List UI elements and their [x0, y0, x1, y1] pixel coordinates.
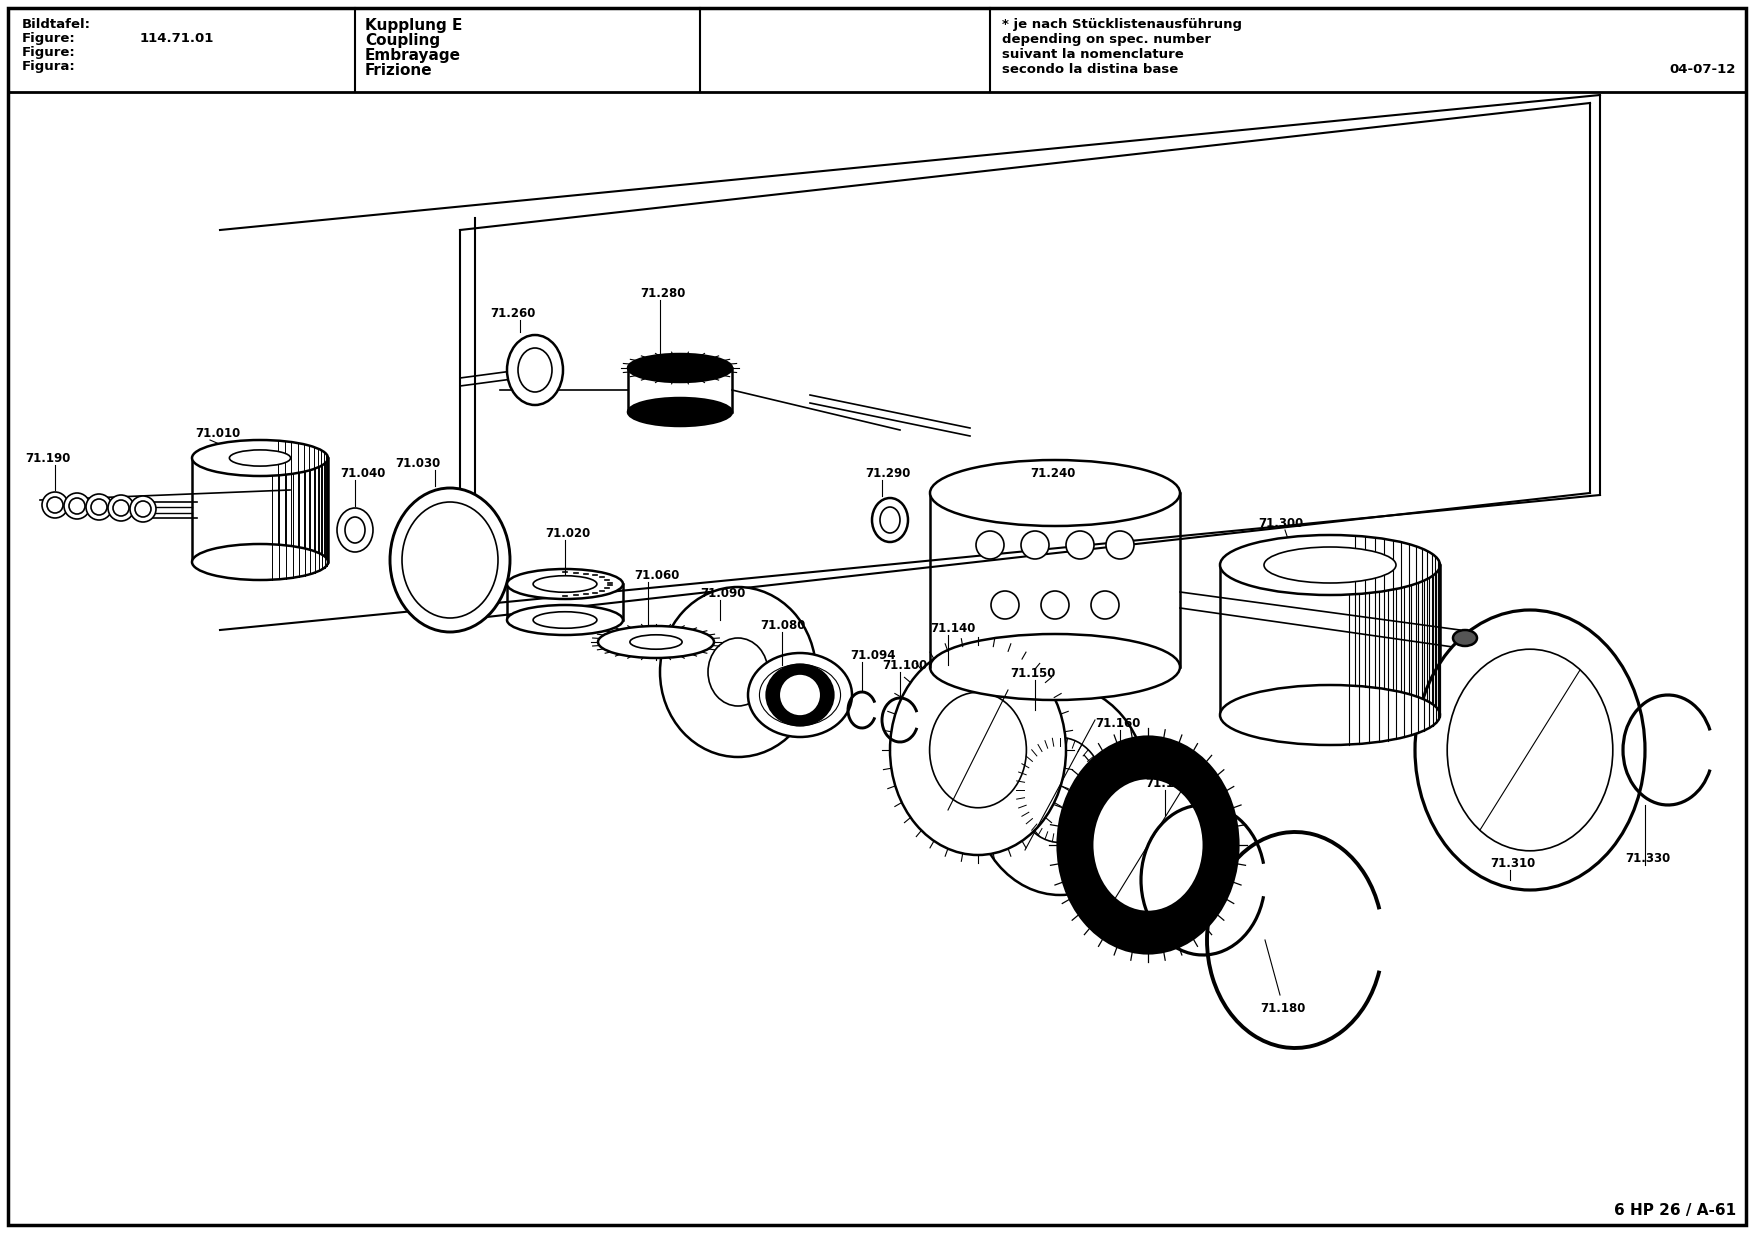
Ellipse shape	[109, 495, 133, 521]
Ellipse shape	[507, 605, 623, 635]
Ellipse shape	[630, 635, 682, 650]
Ellipse shape	[889, 645, 1066, 856]
Ellipse shape	[337, 508, 374, 552]
Ellipse shape	[507, 335, 563, 405]
Text: 71.100: 71.100	[882, 658, 928, 672]
Ellipse shape	[779, 675, 821, 715]
Text: Frizione: Frizione	[365, 63, 433, 78]
Ellipse shape	[881, 507, 900, 533]
Text: 71.260: 71.260	[489, 308, 535, 320]
Ellipse shape	[972, 684, 1149, 895]
Ellipse shape	[112, 500, 130, 516]
Text: 71.080: 71.080	[759, 619, 805, 632]
Ellipse shape	[191, 440, 328, 476]
Circle shape	[1066, 531, 1094, 559]
Circle shape	[1042, 591, 1068, 619]
Text: secondo la distina base: secondo la distina base	[1002, 63, 1179, 76]
Ellipse shape	[130, 496, 156, 522]
Ellipse shape	[389, 489, 510, 632]
Ellipse shape	[517, 348, 553, 392]
Text: suivant la nomenclature: suivant la nomenclature	[1002, 48, 1184, 61]
Ellipse shape	[766, 665, 833, 725]
Ellipse shape	[709, 639, 768, 706]
Text: Figura:: Figura:	[23, 60, 75, 73]
Text: Kupplung E: Kupplung E	[365, 19, 463, 33]
Ellipse shape	[660, 587, 816, 756]
Text: 71.020: 71.020	[545, 527, 591, 539]
Ellipse shape	[91, 498, 107, 515]
Ellipse shape	[930, 460, 1180, 526]
Ellipse shape	[63, 494, 89, 520]
Text: 71.310: 71.310	[1489, 857, 1535, 870]
Text: 71.240: 71.240	[1030, 467, 1075, 480]
Ellipse shape	[230, 450, 291, 466]
Text: Bildtafel:: Bildtafel:	[23, 19, 91, 31]
Ellipse shape	[402, 502, 498, 618]
Circle shape	[975, 531, 1003, 559]
Circle shape	[991, 591, 1019, 619]
Ellipse shape	[135, 501, 151, 517]
Text: 71.010: 71.010	[195, 427, 240, 440]
Circle shape	[1021, 531, 1049, 559]
Text: Figure:: Figure:	[23, 46, 75, 60]
Text: Coupling: Coupling	[365, 33, 440, 48]
Text: 04-07-12: 04-07-12	[1670, 63, 1736, 76]
Ellipse shape	[930, 692, 1026, 807]
Ellipse shape	[1016, 738, 1103, 842]
Ellipse shape	[533, 611, 596, 629]
Text: 71.140: 71.140	[930, 622, 975, 635]
Circle shape	[1091, 591, 1119, 619]
Text: 71.180: 71.180	[1259, 1002, 1305, 1016]
Ellipse shape	[872, 498, 909, 542]
Ellipse shape	[1221, 534, 1440, 595]
Ellipse shape	[1058, 737, 1238, 954]
Ellipse shape	[1447, 650, 1612, 851]
Ellipse shape	[1265, 547, 1396, 583]
Ellipse shape	[1415, 610, 1645, 890]
Ellipse shape	[47, 497, 63, 513]
Text: 71.170: 71.170	[1145, 777, 1191, 790]
Text: 71.090: 71.090	[700, 587, 745, 600]
Ellipse shape	[1093, 777, 1203, 911]
Ellipse shape	[598, 626, 714, 658]
Text: 71.160: 71.160	[1094, 717, 1140, 730]
Text: Figure:: Figure:	[23, 32, 75, 45]
Ellipse shape	[1452, 630, 1477, 646]
Text: 71.280: 71.280	[640, 286, 686, 300]
Text: 71.150: 71.150	[1010, 667, 1056, 680]
Text: 6 HP 26 / A-61: 6 HP 26 / A-61	[1614, 1203, 1736, 1218]
Ellipse shape	[346, 517, 365, 543]
Ellipse shape	[68, 498, 84, 515]
Ellipse shape	[42, 492, 68, 518]
Text: 114.71.01: 114.71.01	[140, 32, 214, 45]
Text: Embrayage: Embrayage	[365, 48, 461, 63]
Ellipse shape	[507, 569, 623, 599]
Text: 71.030: 71.030	[395, 458, 440, 470]
Ellipse shape	[747, 653, 852, 737]
Circle shape	[1107, 531, 1135, 559]
Text: 71.094: 71.094	[851, 649, 896, 662]
Ellipse shape	[930, 634, 1180, 701]
Ellipse shape	[86, 494, 112, 520]
Text: 71.060: 71.060	[633, 569, 679, 582]
Text: 71.190: 71.190	[25, 453, 70, 465]
Text: depending on spec. number: depending on spec. number	[1002, 33, 1210, 46]
Text: 71.300: 71.300	[1258, 517, 1303, 529]
Ellipse shape	[1221, 684, 1440, 745]
Text: 71.290: 71.290	[865, 467, 910, 480]
Text: * je nach Stücklistenausführung: * je nach Stücklistenausführung	[1002, 19, 1242, 31]
Text: 71.040: 71.040	[340, 467, 386, 480]
Ellipse shape	[191, 544, 328, 580]
Ellipse shape	[628, 353, 731, 382]
Ellipse shape	[628, 398, 731, 427]
Ellipse shape	[533, 575, 596, 593]
Text: 71.330: 71.330	[1624, 852, 1670, 866]
